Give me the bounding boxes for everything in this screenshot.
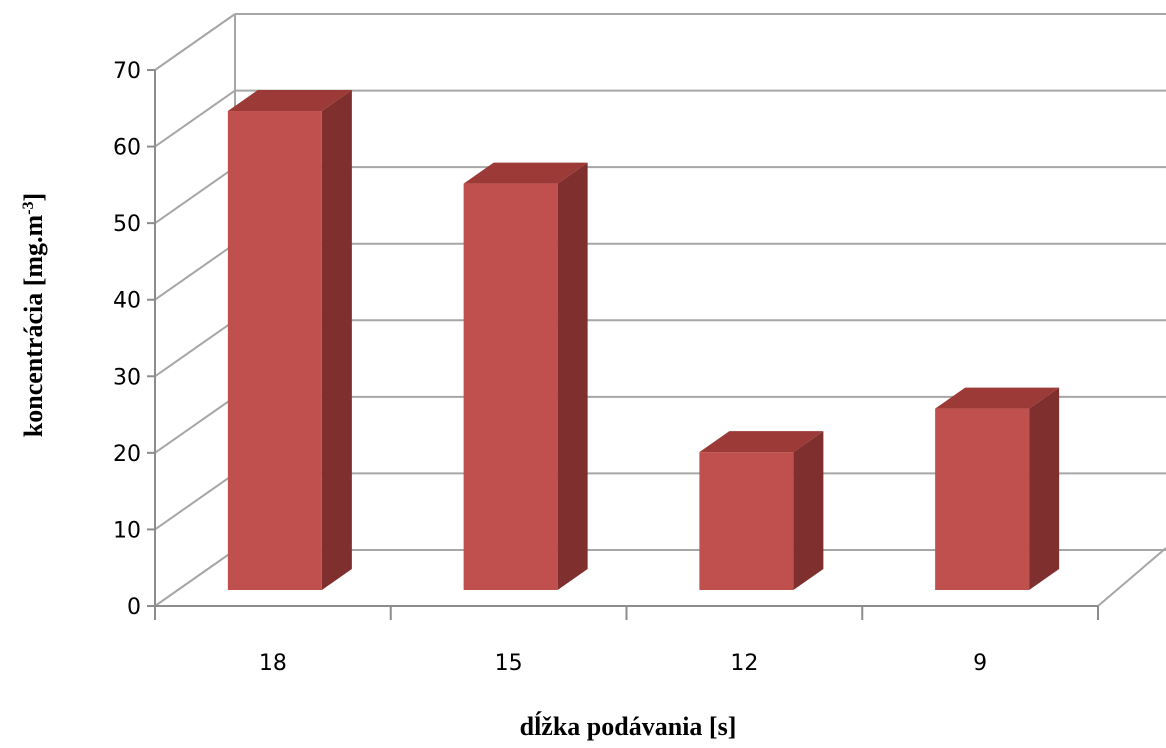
bar [935, 387, 1060, 590]
y-tick-label: 70 [113, 59, 141, 84]
bar-top [699, 431, 824, 453]
bar-front [463, 183, 558, 590]
bar-front [699, 452, 794, 590]
gridline-wall [154, 89, 236, 148]
y-axis-title: koncentrácia [mg.m-3] [19, 193, 48, 437]
bar-side [321, 90, 352, 591]
x-tick-label: 18 [259, 651, 287, 676]
gridline-wall [154, 13, 236, 71]
y-tick-label: 60 [113, 136, 141, 161]
y-tick-label: 40 [113, 289, 141, 314]
y-axis-title-main: koncentrácia [mg.m [19, 214, 48, 437]
tick-labels: 0 10 20 30 40 50 60 70 18 15 12 9 [113, 59, 987, 676]
bar [227, 90, 352, 591]
x-axis-title: dĺžka podávania [s] [520, 712, 737, 741]
bar-top [227, 90, 352, 112]
gridline-wall [154, 242, 236, 301]
y-tick-label: 0 [127, 595, 141, 620]
x-tick-label: 15 [495, 651, 523, 676]
gridline-wall [154, 166, 236, 224]
floor-right-edge [1097, 547, 1166, 607]
y-axis-title-superscript: -3 [20, 201, 37, 214]
x-tick-label: 12 [730, 651, 758, 676]
bars [227, 90, 1060, 591]
bar [699, 431, 824, 590]
y-axis-title-close: ] [19, 193, 48, 202]
bar-front [935, 408, 1030, 590]
y-tick-label: 30 [113, 365, 141, 390]
gridline-wall [154, 549, 236, 607]
bar-side [793, 431, 824, 590]
y-tick-label: 10 [113, 518, 141, 543]
bar-side [557, 162, 588, 590]
gridline-wall [154, 472, 236, 531]
gridline-wall [154, 319, 236, 378]
axes [147, 69, 1099, 620]
bar [463, 162, 588, 590]
bar-front [227, 111, 322, 591]
bar-top [463, 162, 588, 184]
gridline-wall [154, 396, 236, 454]
bar-top [935, 387, 1060, 409]
bar-side [1029, 387, 1060, 590]
y-tick-label: 50 [113, 212, 141, 237]
x-tick-label: 9 [973, 651, 987, 676]
y-tick-label: 20 [113, 442, 141, 467]
